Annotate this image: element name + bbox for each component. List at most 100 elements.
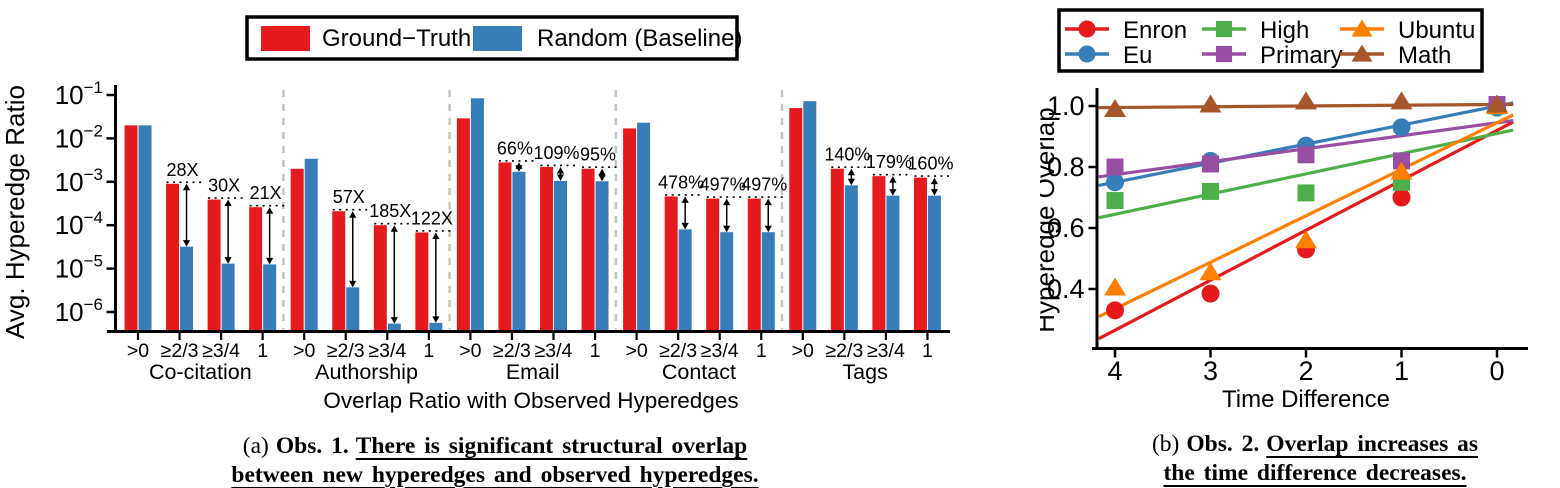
bar-random-email-0 bbox=[470, 98, 484, 332]
bar-random-email-1 bbox=[512, 171, 526, 332]
bar-random-contact-0 bbox=[637, 122, 651, 332]
y-tick-exponent: −1 bbox=[84, 78, 103, 97]
bar-random-email-2 bbox=[554, 180, 567, 332]
data-point-primary-t1 bbox=[1393, 152, 1410, 170]
legend-marker-eu bbox=[1078, 45, 1096, 63]
y-tick-exponent: −6 bbox=[84, 295, 103, 314]
annotation-arrowhead-down bbox=[889, 189, 897, 196]
legend-marker-enron bbox=[1078, 20, 1096, 38]
group-label: Tags bbox=[842, 360, 887, 384]
annotation-arrowhead-down bbox=[349, 280, 357, 288]
annotation-label: 185X bbox=[369, 201, 411, 221]
x-tick-label: ≥2/3 bbox=[327, 340, 365, 362]
y-tick-label: 0.8 bbox=[1047, 152, 1085, 182]
annotation-label: 109% bbox=[533, 143, 579, 163]
x-tick-label: ≥3/4 bbox=[867, 340, 905, 362]
y-tick-label: 1.0 bbox=[1047, 91, 1085, 121]
x-tick-label: 1 bbox=[423, 340, 434, 362]
trend-line-high bbox=[1098, 128, 1514, 220]
bar-random-contact-3 bbox=[761, 232, 775, 332]
bar-ground-truth-contact-2 bbox=[706, 198, 720, 332]
panel-a-observation-label: Obs. 1. bbox=[275, 433, 349, 459]
x-tick-label: 0 bbox=[1489, 356, 1504, 386]
panel-a-label: (a) bbox=[242, 433, 269, 459]
y-tick-exponent: −2 bbox=[84, 121, 103, 140]
data-point-ubuntu-t3 bbox=[1199, 262, 1222, 281]
annotation-label: 122X bbox=[411, 208, 453, 228]
x-tick-label: ≥2/3 bbox=[161, 340, 199, 362]
bar-ground-truth-authorship-1 bbox=[332, 211, 346, 332]
bar-random-contact-2 bbox=[720, 232, 734, 332]
y-tick-label: 10−6 bbox=[55, 295, 103, 327]
annotation-label: 30X bbox=[208, 176, 240, 196]
data-point-primary-t4 bbox=[1106, 158, 1124, 176]
bar-random-co-citation-0 bbox=[138, 125, 152, 332]
panel-b-scatter-chart: 1.0 0.8 0.6 0.4 4 3 2 1 0 Hyperedge Overlap Time D… bbox=[1040, 8, 1528, 413]
annotation-arrowhead-down bbox=[515, 165, 523, 172]
panel-b-caption: (b) Obs. 2. Overlap increases as the time … bbox=[1095, 430, 1535, 487]
bar-ground-truth-email-2 bbox=[540, 166, 553, 332]
annotation-arrowhead-up bbox=[598, 168, 606, 176]
y-tick-label: 10−3 bbox=[55, 165, 103, 197]
x-tick-label: >0 bbox=[459, 340, 481, 362]
group-label: Email bbox=[506, 360, 560, 384]
y-tick-base: 10 bbox=[55, 297, 84, 327]
annotation-arrowhead-down bbox=[266, 257, 274, 265]
annotation-arrowhead-up bbox=[224, 199, 232, 207]
annotation-label: 21X bbox=[250, 183, 282, 203]
annotation-arrowhead-up bbox=[556, 166, 565, 174]
y-tick-base: 10 bbox=[55, 254, 84, 284]
legend-label-ubuntu: Ubuntu bbox=[1398, 17, 1475, 44]
x-tick-label: 1 bbox=[756, 340, 767, 362]
y-tick-exponent: −5 bbox=[84, 252, 103, 271]
legend-label-eu: Eu bbox=[1123, 42, 1152, 69]
bar-ground-truth-authorship-3 bbox=[415, 232, 429, 332]
bar-random-tags-0 bbox=[803, 101, 817, 332]
x-tick-label: 2 bbox=[1298, 356, 1313, 386]
legend-swatch-random bbox=[473, 26, 522, 51]
x-tick-label: 1 bbox=[922, 340, 933, 362]
bar-ground-truth-tags-0 bbox=[789, 108, 803, 332]
legend-label-primary: Primary bbox=[1260, 42, 1343, 69]
x-tick-label: ≥3/4 bbox=[202, 340, 240, 362]
data-point-eu-t4 bbox=[1106, 173, 1124, 192]
bar-ground-truth-email-1 bbox=[498, 162, 512, 332]
group-label: Contact bbox=[662, 360, 736, 384]
annotation-label: 478% bbox=[658, 172, 704, 192]
legend-box bbox=[1057, 8, 1484, 73]
y-tick-exponent: −4 bbox=[84, 208, 103, 227]
annotation-arrowhead-down bbox=[723, 225, 731, 233]
bar-random-co-citation-1 bbox=[180, 246, 194, 332]
data-point-high-t3 bbox=[1202, 182, 1219, 200]
bar-ground-truth-tags-3 bbox=[913, 177, 927, 332]
annotation-label: 497% bbox=[741, 175, 787, 195]
y-tick-label: 0.4 bbox=[1047, 274, 1085, 304]
annotation-arrowhead-up bbox=[847, 168, 855, 176]
bar-random-email-3 bbox=[595, 181, 609, 332]
bar-ground-truth-contact-0 bbox=[623, 128, 637, 332]
annotation-arrowhead-down bbox=[598, 174, 606, 182]
data-point-ubuntu-t4 bbox=[1104, 277, 1126, 296]
x-axis-title: Overlap Ratio with Observed Hyperedges bbox=[323, 388, 738, 413]
annotation-arrowhead-down bbox=[847, 178, 855, 186]
bar-ground-truth-co-citation-1 bbox=[166, 183, 180, 332]
panel-a-caption-text-1: There is significant structural overlap bbox=[355, 433, 748, 459]
annotation-arrowhead-down bbox=[182, 240, 191, 247]
panel-b-caption-line-2: the time difference decreases. bbox=[1095, 459, 1535, 488]
bar-random-authorship-2 bbox=[387, 323, 401, 332]
annotation-arrowhead-up bbox=[390, 225, 398, 232]
group-label: Authorship bbox=[315, 360, 418, 384]
panel-b-caption-text-1: Overlap increases as bbox=[1266, 431, 1479, 457]
legend-label-enron: Enron bbox=[1123, 17, 1187, 44]
annotation-arrowhead-up bbox=[681, 196, 689, 203]
bar-ground-truth-email-0 bbox=[456, 118, 470, 332]
panel-a-bar-chart: 10−110−210−310−410−510−6>0 ≥2/328X≥3/430X… bbox=[0, 15, 953, 413]
data-point-enron-t3 bbox=[1201, 284, 1220, 303]
bar-ground-truth-email-3 bbox=[581, 168, 595, 332]
y-tick-label: 10−5 bbox=[55, 252, 103, 284]
annotation-arrowhead-up bbox=[723, 198, 731, 206]
bar-random-contact-1 bbox=[678, 229, 692, 332]
annotation-label: 160% bbox=[907, 154, 953, 174]
panel-a-caption-line-2: between new hyperedges and observed hype… bbox=[115, 461, 875, 488]
